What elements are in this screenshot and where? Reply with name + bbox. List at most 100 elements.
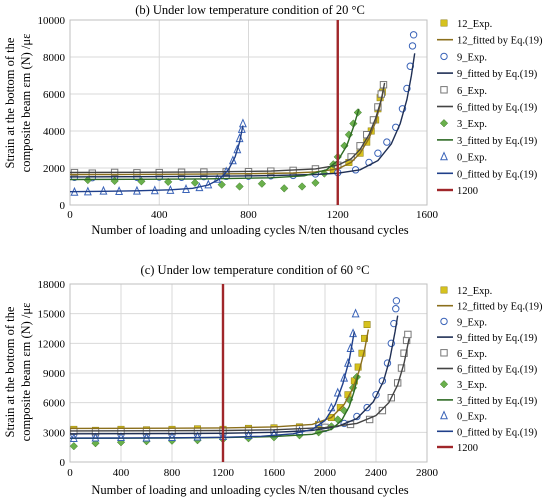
plot-frame xyxy=(69,19,428,206)
y-tick-label: 4000 xyxy=(43,126,66,138)
legend-label: 6_Exp. xyxy=(457,349,487,360)
data-point xyxy=(88,169,97,177)
legend-label: 3_Exp. xyxy=(457,119,487,130)
x-tick-label: 800 xyxy=(240,209,257,221)
chart-b-20c: (b) Under low temperature condition of 2… xyxy=(3,3,543,237)
fitted-curve xyxy=(69,338,410,432)
fitted-curve xyxy=(69,125,244,193)
chart-title: (b) Under low temperature condition of 2… xyxy=(135,3,365,17)
legend-marker xyxy=(439,119,449,128)
data-point xyxy=(383,138,391,146)
y-tick-label: 0 xyxy=(60,457,66,469)
y-tick-label: 9000 xyxy=(43,368,66,380)
plot-frame xyxy=(69,283,428,463)
x-tick-label: 1200 xyxy=(327,209,350,221)
data-point xyxy=(69,442,78,451)
legend-marker xyxy=(440,349,448,357)
data-point xyxy=(404,330,412,339)
legend-marker xyxy=(440,410,448,420)
x-tick-label: 0 xyxy=(67,209,73,221)
x-tick-label: 2000 xyxy=(314,467,337,479)
data-point xyxy=(311,178,320,187)
data-point xyxy=(363,321,371,328)
fitted-curve xyxy=(69,108,360,181)
legend-marker xyxy=(440,86,448,94)
x-tick-label: 400 xyxy=(113,467,130,479)
x-tick-label: 1600 xyxy=(416,209,439,221)
x-tick-label: 1600 xyxy=(263,467,286,479)
data-point xyxy=(392,297,401,305)
data-point xyxy=(408,42,417,50)
y-tick-label: 8000 xyxy=(43,52,66,64)
y-tick-label: 3000 xyxy=(43,427,66,439)
legend-label: 0_fitted by Eq.(19) xyxy=(457,169,538,180)
legend-label: 0_Exp. xyxy=(457,153,487,164)
data-point xyxy=(280,184,289,193)
legend-marker xyxy=(440,19,448,27)
legend-marker xyxy=(440,151,448,161)
data-point xyxy=(137,177,146,186)
data-point xyxy=(353,412,361,421)
legend-label: 3_fitted by Eq.(19) xyxy=(457,396,538,407)
y-tick-label: 15000 xyxy=(38,309,66,321)
legend-marker xyxy=(439,380,449,389)
y-tick-label: 12000 xyxy=(38,338,66,350)
x-tick-label: 1200 xyxy=(212,467,235,479)
x-axis-label: Number of loading and unloading cycles N… xyxy=(91,483,408,497)
data-point xyxy=(374,149,382,157)
x-tick-label: 400 xyxy=(151,209,168,221)
chart-title: (c) Under low temperature condition of 6… xyxy=(141,263,370,277)
data-point xyxy=(400,349,408,357)
fitted-curve xyxy=(69,53,416,178)
y-axis-label-line2: composite beam εm (N) /με xyxy=(19,34,33,173)
y-tick-label: 6000 xyxy=(43,398,66,410)
y-tick-label: 0 xyxy=(60,200,66,212)
legend-label: 12_Exp. xyxy=(457,286,492,297)
data-point xyxy=(351,308,360,318)
x-tick-label: 2400 xyxy=(365,467,388,479)
y-axis-label-line1: Strain at the bottom of the xyxy=(3,306,17,437)
legend-label: 9_Exp. xyxy=(457,317,487,328)
fitted-curve xyxy=(69,331,355,439)
x-axis-label: Number of loading and unloading cycles N… xyxy=(91,223,408,237)
data-point xyxy=(358,349,366,357)
data-point xyxy=(190,178,200,187)
legend-label: 12_Exp. xyxy=(457,19,492,30)
legend-marker xyxy=(440,52,448,61)
data-point xyxy=(297,182,307,191)
data-point xyxy=(378,406,387,415)
legend-label: 9_fitted by Eq.(19) xyxy=(457,333,538,344)
legend-marker xyxy=(440,286,448,294)
chart-c-60c: (c) Under low temperature condition of 6… xyxy=(3,263,543,497)
legend-label: 0_Exp. xyxy=(457,412,487,423)
y-tick-label: 6000 xyxy=(43,89,66,101)
fitted-curve xyxy=(69,315,399,435)
data-point xyxy=(217,180,226,189)
legend-label: 6_fitted by Eq.(19) xyxy=(457,103,538,114)
data-point xyxy=(409,31,418,39)
legend-label: 9_Exp. xyxy=(457,52,487,63)
legend-label: 3_Exp. xyxy=(457,380,487,391)
data-point xyxy=(361,334,368,342)
legend-label: 6_Exp. xyxy=(457,86,487,97)
legend-label: 12_fitted by Eq.(19) xyxy=(457,36,543,47)
fitted-curve xyxy=(69,329,370,430)
legend-marker xyxy=(440,317,448,326)
y-tick-label: 18000 xyxy=(38,279,66,291)
legend-label: 3_fitted by Eq.(19) xyxy=(457,136,538,147)
fitted-curve xyxy=(69,82,386,174)
y-axis-label-line1: Strain at the bottom of the xyxy=(3,37,17,168)
data-point xyxy=(99,185,108,195)
data-point xyxy=(257,179,267,188)
data-point xyxy=(235,182,244,191)
legend-label: 6_fitted by Eq.(19) xyxy=(457,365,538,376)
legend-label: 12_fitted by Eq.(19) xyxy=(457,302,543,313)
x-tick-label: 800 xyxy=(164,467,181,479)
y-tick-label: 2000 xyxy=(43,163,66,175)
data-point xyxy=(392,305,400,313)
x-tick-label: 0 xyxy=(67,467,73,479)
legend-label: 0_fitted by Eq.(19) xyxy=(457,427,538,438)
data-point xyxy=(164,177,173,187)
x-tick-label: 2800 xyxy=(416,467,439,479)
